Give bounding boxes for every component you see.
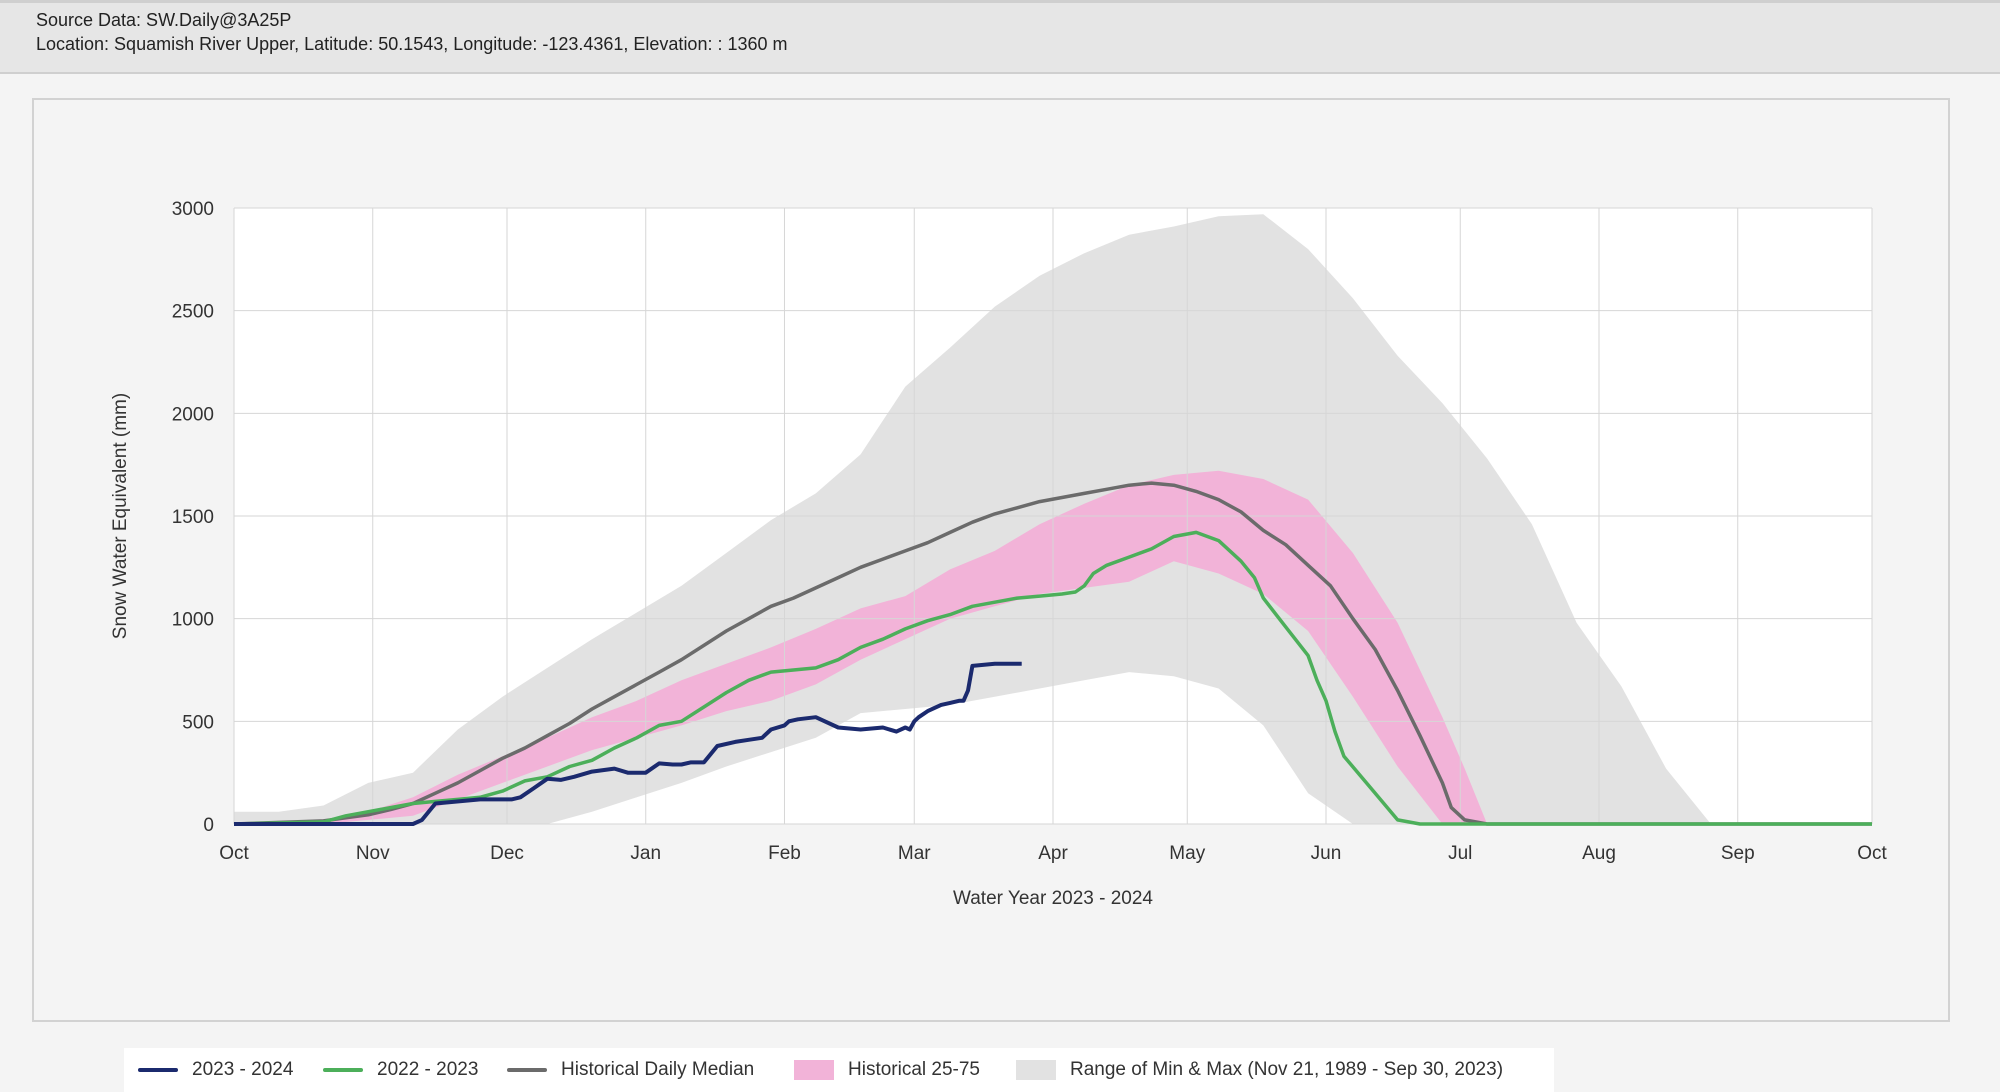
series-2023-2024-line: [234, 661, 1022, 826]
x-tick-label: Dec: [490, 843, 524, 864]
swe-chart: 0 500 1000 1500 2000 2500 3000 Oct Nov Dec Jan Feb M…: [110, 199, 1887, 909]
x-tick-label: Jul: [1448, 843, 1472, 864]
series-historical-median-line: [233, 481, 1872, 826]
x-tick-label: Mar: [898, 843, 931, 864]
x-tick-label: Nov: [356, 843, 390, 864]
series-2022-2023-line: [233, 530, 1872, 826]
x-tick-label: May: [1169, 843, 1205, 864]
y-tick-label: 1000: [172, 610, 214, 631]
legend-swatch: [507, 1068, 547, 1072]
legend-swatch: [1016, 1060, 1056, 1080]
legend-item: Range of Min & Max (Nov 21, 1989 - Sep 3…: [1016, 1048, 1503, 1092]
legend-label: 2023 - 2024: [192, 1059, 294, 1080]
x-tick-label: Jan: [630, 843, 661, 864]
legend-label: Historical Daily Median: [561, 1059, 755, 1080]
y-tick-label: 0: [203, 815, 214, 836]
x-tick-label: Aug: [1582, 843, 1616, 864]
chart-legend: 2023 - 2024 2022 - 2023 Historical Daily M…: [124, 1048, 1554, 1092]
legend-swatch: [138, 1068, 178, 1072]
legend-swatch: [323, 1068, 363, 1072]
legend-swatch: [794, 1060, 834, 1080]
x-axis-title: Water Year 2023 - 2024: [953, 888, 1153, 909]
legend-item: Historical Daily Median: [507, 1048, 754, 1092]
x-tick-label: Feb: [768, 843, 801, 864]
chart-panel: 0 500 1000 1500 2000 2500 3000 Oct Nov Dec Jan Feb M…: [32, 98, 1950, 1092]
y-tick-label: 1500: [172, 507, 214, 528]
legend-item: 2022 - 2023: [323, 1048, 478, 1092]
y-tick-label: 500: [182, 712, 214, 733]
legend-label: Range of Min & Max (Nov 21, 1989 - Sep 3…: [1070, 1059, 1504, 1080]
legend-item: 2023 - 2024: [138, 1048, 293, 1092]
x-tick-label: Oct: [1857, 843, 1887, 864]
x-tick-label: Apr: [1038, 843, 1068, 864]
source-text: Source Data: SW.Daily@3A25P: [36, 10, 292, 30]
y-tick-label: 3000: [172, 199, 214, 220]
y-tick-label: 2500: [172, 302, 214, 323]
y-axis-title: Snow Water Equivalent (mm): [110, 393, 131, 639]
legend-item: Historical 25-75: [794, 1048, 980, 1092]
legend-label: Historical 25-75: [848, 1059, 980, 1080]
location-text: Location: Squamish River Upper, Latitude…: [36, 34, 788, 54]
x-tick-label: Jun: [1311, 843, 1342, 864]
legend-label: 2022 - 2023: [377, 1059, 479, 1080]
x-tick-label: Sep: [1721, 843, 1755, 864]
y-tick-label: 2000: [172, 404, 214, 425]
header-bar: Source Data: SW.Daily@3A25P Location: Sq…: [0, 0, 2000, 74]
x-tick-label: Oct: [219, 843, 249, 864]
